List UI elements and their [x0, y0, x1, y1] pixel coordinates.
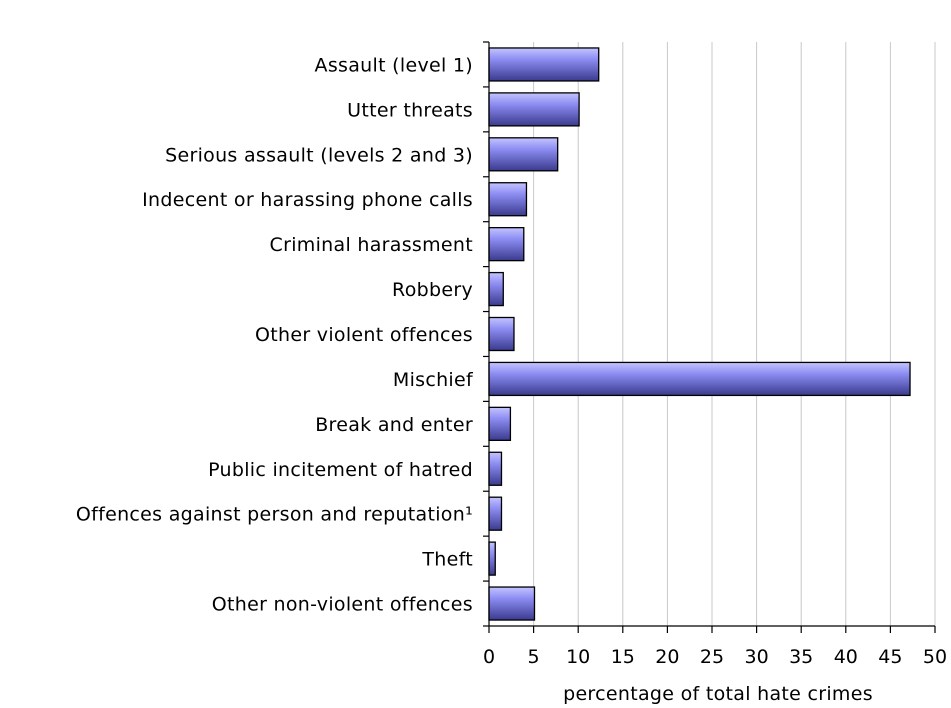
category-label: Criminal harassment: [270, 234, 473, 256]
x-tick-label: 5: [528, 646, 540, 668]
bars: [488, 47, 911, 621]
category-label: Mischief: [393, 369, 474, 391]
bar: [488, 227, 525, 262]
bar: [488, 451, 503, 486]
bar: [488, 137, 559, 172]
category-label: Serious assault (levels 2 and 3): [165, 144, 473, 166]
bar: [488, 406, 512, 441]
category-label: Offences against person and reputation¹: [76, 504, 473, 526]
gridlines: [533, 42, 936, 626]
bar: [488, 496, 503, 531]
x-tick-label: 0: [483, 646, 495, 668]
category-label: Break and enter: [315, 414, 473, 436]
x-tick-label: 25: [700, 646, 724, 668]
category-labels: Assault (level 1) Utter threats Serious as…: [76, 54, 474, 615]
x-tick-label: 40: [834, 646, 858, 668]
bar: [488, 182, 528, 217]
bar: [488, 316, 515, 352]
x-tick-labels: 0 5 10 15 20 25 30 35 40 45 50: [483, 646, 947, 668]
x-tick-label: 15: [611, 646, 635, 668]
x-tick-label: 30: [745, 646, 769, 668]
x-tick-label: 20: [655, 646, 679, 668]
bar: [488, 271, 504, 307]
category-label: Indecent or harassing phone calls: [142, 189, 473, 211]
category-label: Other violent offences: [255, 324, 473, 346]
bar: [488, 92, 580, 127]
x-tick-label: 10: [566, 646, 590, 668]
category-label: Public incitement of hatred: [208, 459, 473, 481]
bar: [488, 47, 600, 82]
x-tick-label: 45: [878, 646, 902, 668]
category-label: Utter threats: [347, 99, 473, 121]
bar: [488, 361, 911, 397]
category-label: Theft: [421, 549, 473, 571]
x-axis-title: percentage of total hate crimes: [563, 683, 873, 705]
bar: [488, 541, 496, 576]
x-tick-label: 35: [789, 646, 813, 668]
category-label: Robbery: [392, 279, 473, 301]
x-tick-label: 50: [923, 646, 947, 668]
category-label: Assault (level 1): [315, 54, 473, 76]
bar: [488, 586, 536, 621]
axes: [483, 41, 936, 633]
category-label: Other non-violent offences: [212, 594, 473, 616]
